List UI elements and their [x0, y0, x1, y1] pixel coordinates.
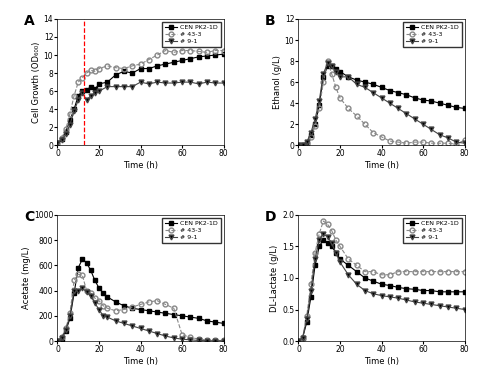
Y-axis label: Acetate (mg/L): Acetate (mg/L)	[22, 247, 31, 309]
Text: D: D	[265, 210, 277, 224]
Y-axis label: DL-Lactate (g/L): DL-Lactate (g/L)	[270, 244, 279, 312]
Y-axis label: Cell Growth (OD₆₀₀): Cell Growth (OD₆₀₀)	[32, 41, 41, 123]
Legend: CEN PK2-1D, # 43-3, # 9-1: CEN PK2-1D, # 43-3, # 9-1	[403, 218, 461, 243]
Legend: CEN PK2-1D, # 43-3, # 9-1: CEN PK2-1D, # 43-3, # 9-1	[403, 22, 461, 47]
Text: C: C	[24, 210, 34, 224]
X-axis label: Time (h): Time (h)	[364, 161, 399, 170]
Y-axis label: Ethanol (g/L): Ethanol (g/L)	[273, 55, 282, 109]
X-axis label: Time (h): Time (h)	[364, 357, 399, 366]
Text: A: A	[24, 14, 35, 28]
X-axis label: Time (h): Time (h)	[123, 161, 158, 170]
X-axis label: Time (h): Time (h)	[123, 357, 158, 366]
Legend: CEN PK2-1D, # 43-3, # 9-1: CEN PK2-1D, # 43-3, # 9-1	[162, 22, 220, 47]
Legend: CEN PK2-1D, # 43-3, # 9-1: CEN PK2-1D, # 43-3, # 9-1	[162, 218, 220, 243]
Text: B: B	[265, 14, 276, 28]
